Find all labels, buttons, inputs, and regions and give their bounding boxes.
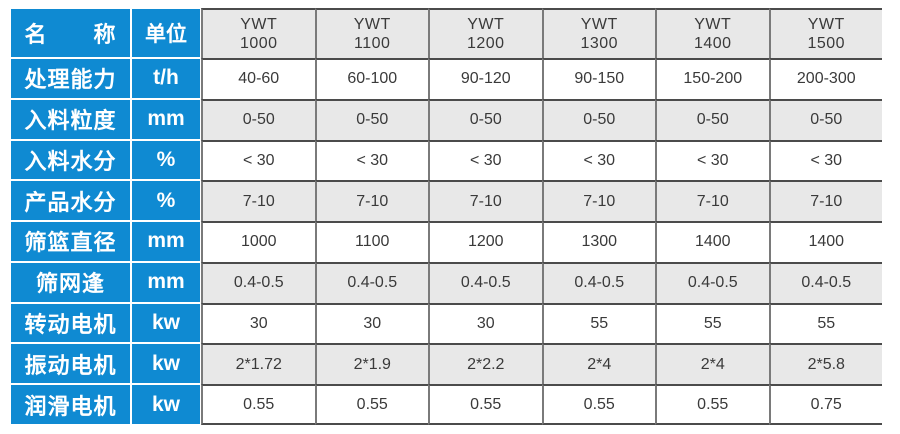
model-size: 1300	[580, 35, 619, 52]
row-unit: t/h	[131, 58, 201, 99]
table-cell: 55	[768, 302, 882, 344]
model-series: YWT	[694, 15, 732, 33]
table-cell: 0.55	[428, 384, 542, 425]
table-cell: 7-10	[655, 180, 769, 222]
row-label: 产品水分	[10, 180, 131, 222]
table-cell: < 30	[201, 139, 315, 181]
table-cell: 0-50	[768, 98, 882, 140]
table-cell: 0-50	[428, 98, 542, 140]
row-unit: mm	[131, 98, 201, 140]
table-cell: 2*4	[655, 343, 769, 385]
model-series: YWT	[807, 15, 845, 33]
row-label: 振动电机	[10, 343, 131, 385]
row-label: 筛篮直径	[10, 221, 131, 262]
table-cell: 7-10	[314, 180, 428, 222]
table-cell: 7-10	[428, 180, 542, 222]
table-cell: 90-150	[541, 58, 655, 99]
model-size: 1000	[239, 35, 278, 52]
table-cell: 0-50	[314, 98, 428, 140]
model-series: YWT	[580, 15, 618, 33]
model-header: YWT 1200	[428, 8, 542, 58]
table-cell: 0.4-0.5	[428, 261, 542, 303]
table-cell: 7-10	[201, 180, 315, 222]
table-cell: 0.75	[768, 384, 882, 425]
row-unit: %	[131, 139, 201, 181]
model-series: YWT	[240, 15, 278, 33]
row-label: 筛网逢	[10, 261, 131, 303]
table-cell: 2*4	[541, 343, 655, 385]
table-cell: < 30	[768, 139, 882, 181]
table-cell: 7-10	[541, 180, 655, 222]
table-cell: 2*2.2	[428, 343, 542, 385]
table-cell: < 30	[428, 139, 542, 181]
table-cell: 0.55	[314, 384, 428, 425]
table-cell: 2*1.72	[201, 343, 315, 385]
model-header: YWT 1400	[655, 8, 769, 58]
table-cell: 0-50	[541, 98, 655, 140]
table-cell: 0.55	[655, 384, 769, 425]
table-cell: 0-50	[201, 98, 315, 140]
row-label: 润滑电机	[10, 384, 131, 425]
row-label: 入料水分	[10, 139, 131, 181]
corner-unit-header: 单位	[131, 8, 201, 58]
table-cell: 7-10	[768, 180, 882, 222]
table-cell: 30	[314, 302, 428, 344]
table-cell: 55	[655, 302, 769, 344]
table-cell: 0-50	[655, 98, 769, 140]
table-cell: 1300	[541, 221, 655, 262]
table-cell: 40-60	[201, 58, 315, 99]
table-cell: 150-200	[655, 58, 769, 99]
model-header: YWT 1000	[201, 8, 315, 58]
model-size: 1100	[354, 35, 391, 52]
table-cell: 0.55	[541, 384, 655, 425]
table-cell: 0.4-0.5	[768, 261, 882, 303]
table-cell: 30	[201, 302, 315, 344]
table-cell: < 30	[541, 139, 655, 181]
row-unit: kw	[131, 384, 201, 425]
row-unit: mm	[131, 261, 201, 303]
table-cell: 30	[428, 302, 542, 344]
spec-table: 名 称 单位 YWT 1000 YWT 1100 YWT 1200 YWT 1300 YWT 14…	[10, 8, 882, 425]
table-cell: < 30	[314, 139, 428, 181]
table-cell: 200-300	[768, 58, 882, 99]
row-label: 入料粒度	[10, 98, 131, 140]
corner-name-header: 名 称	[10, 8, 131, 58]
row-unit: %	[131, 180, 201, 222]
model-size: 1400	[693, 35, 732, 52]
table-cell: 1100	[314, 221, 428, 262]
table-cell: 2*1.9	[314, 343, 428, 385]
row-label: 处理能力	[10, 58, 131, 99]
model-series: YWT	[467, 15, 505, 33]
table-cell: 55	[541, 302, 655, 344]
table-cell: 0.55	[201, 384, 315, 425]
model-header: YWT 1500	[768, 8, 882, 58]
row-unit: mm	[131, 221, 201, 262]
table-cell: 2*5.8	[768, 343, 882, 385]
table-cell: < 30	[655, 139, 769, 181]
model-header: YWT 1300	[541, 8, 655, 58]
model-header: YWT 1100	[314, 8, 428, 58]
model-series: YWT	[353, 15, 391, 33]
table-cell: 90-120	[428, 58, 542, 99]
row-label: 转动电机	[10, 302, 131, 344]
model-size: 1500	[807, 35, 846, 52]
table-cell: 0.4-0.5	[314, 261, 428, 303]
table-cell: 1400	[655, 221, 769, 262]
table-cell: 60-100	[314, 58, 428, 99]
table-cell: 1400	[768, 221, 882, 262]
table-cell: 0.4-0.5	[201, 261, 315, 303]
row-unit: kw	[131, 343, 201, 385]
row-unit: kw	[131, 302, 201, 344]
table-cell: 1200	[428, 221, 542, 262]
model-size: 1200	[466, 35, 505, 52]
table-cell: 0.4-0.5	[655, 261, 769, 303]
table-cell: 0.4-0.5	[541, 261, 655, 303]
table-cell: 1000	[201, 221, 315, 262]
